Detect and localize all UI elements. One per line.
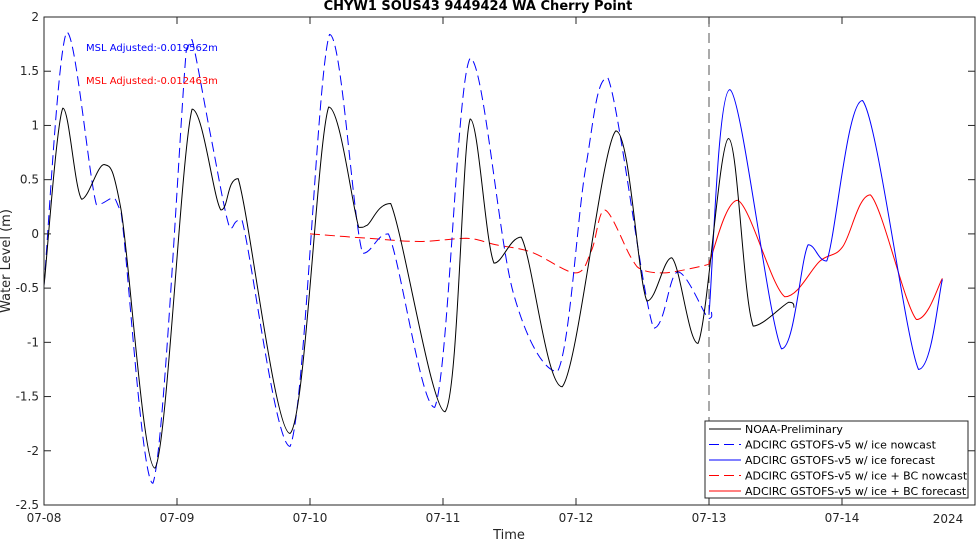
series-line-1 <box>44 31 713 484</box>
legend-entry-label: ADCIRC GSTOFS-v5 w/ ice forecast <box>745 454 936 467</box>
x-tick-label: 07-14 <box>825 511 860 525</box>
y-tick-label: 0 <box>31 227 39 241</box>
x-tick-label: 07-12 <box>559 511 594 525</box>
y-tick-label: -2.5 <box>16 498 39 512</box>
annotation-layer: MSL Adjusted:-0.019562m MSL Adjusted:-0.0… <box>86 43 218 87</box>
legend-entry-label: ADCIRC GSTOFS-v5 w/ ice + BC nowcast <box>745 470 968 483</box>
x-tick-label: 07-13 <box>692 511 727 525</box>
chart-title: CHYW1 SOUS43 9449424 WA Cherry Point <box>324 0 633 14</box>
legend-box <box>704 420 969 499</box>
y-tick-label: -1 <box>27 335 39 349</box>
legend-entry-label: ADCIRC GSTOFS-v5 w/ ice nowcast <box>745 439 937 452</box>
x-axis-label: Time <box>492 528 525 541</box>
legend: NOAA-Preliminary ADCIRC GSTOFS-v5 w/ ice … <box>704 420 969 499</box>
ticks-layer: 07-08 07-09 07-10 07-11 07-12 07-13 07-14 -2.5 -… <box>16 10 975 525</box>
series-line-2 <box>708 89 943 370</box>
y-tick-label: -0.5 <box>16 281 39 295</box>
legend-entry-label: ADCIRC GSTOFS-v5 w/ ice + BC forecast <box>745 485 967 498</box>
y-tick-label: 1.5 <box>20 64 39 78</box>
msl-annotation: MSL Adjusted:-0.019562m <box>86 43 218 54</box>
x-tick-label: 07-10 <box>293 511 328 525</box>
series-line-4 <box>708 194 943 321</box>
legend-entry-label: NOAA-Preliminary <box>745 423 843 436</box>
y-tick-label: 0.5 <box>20 173 39 187</box>
plot-frame <box>43 16 976 506</box>
year-label: 2024 <box>933 512 964 526</box>
y-axis-label: Water Level (m) <box>0 209 14 313</box>
series-layer <box>44 31 943 484</box>
series-line-0 <box>44 106 795 469</box>
y-tick-label: 1 <box>31 118 39 132</box>
y-tick-label: 2 <box>31 10 39 24</box>
x-tick-label: 07-11 <box>426 511 461 525</box>
y-tick-label: -2 <box>27 444 39 458</box>
msl-annotation: MSL Adjusted:-0.012463m <box>86 76 218 87</box>
y-tick-label: -1.5 <box>16 390 39 404</box>
x-tick-label: 07-08 <box>27 511 62 525</box>
x-tick-label: 07-09 <box>160 511 195 525</box>
